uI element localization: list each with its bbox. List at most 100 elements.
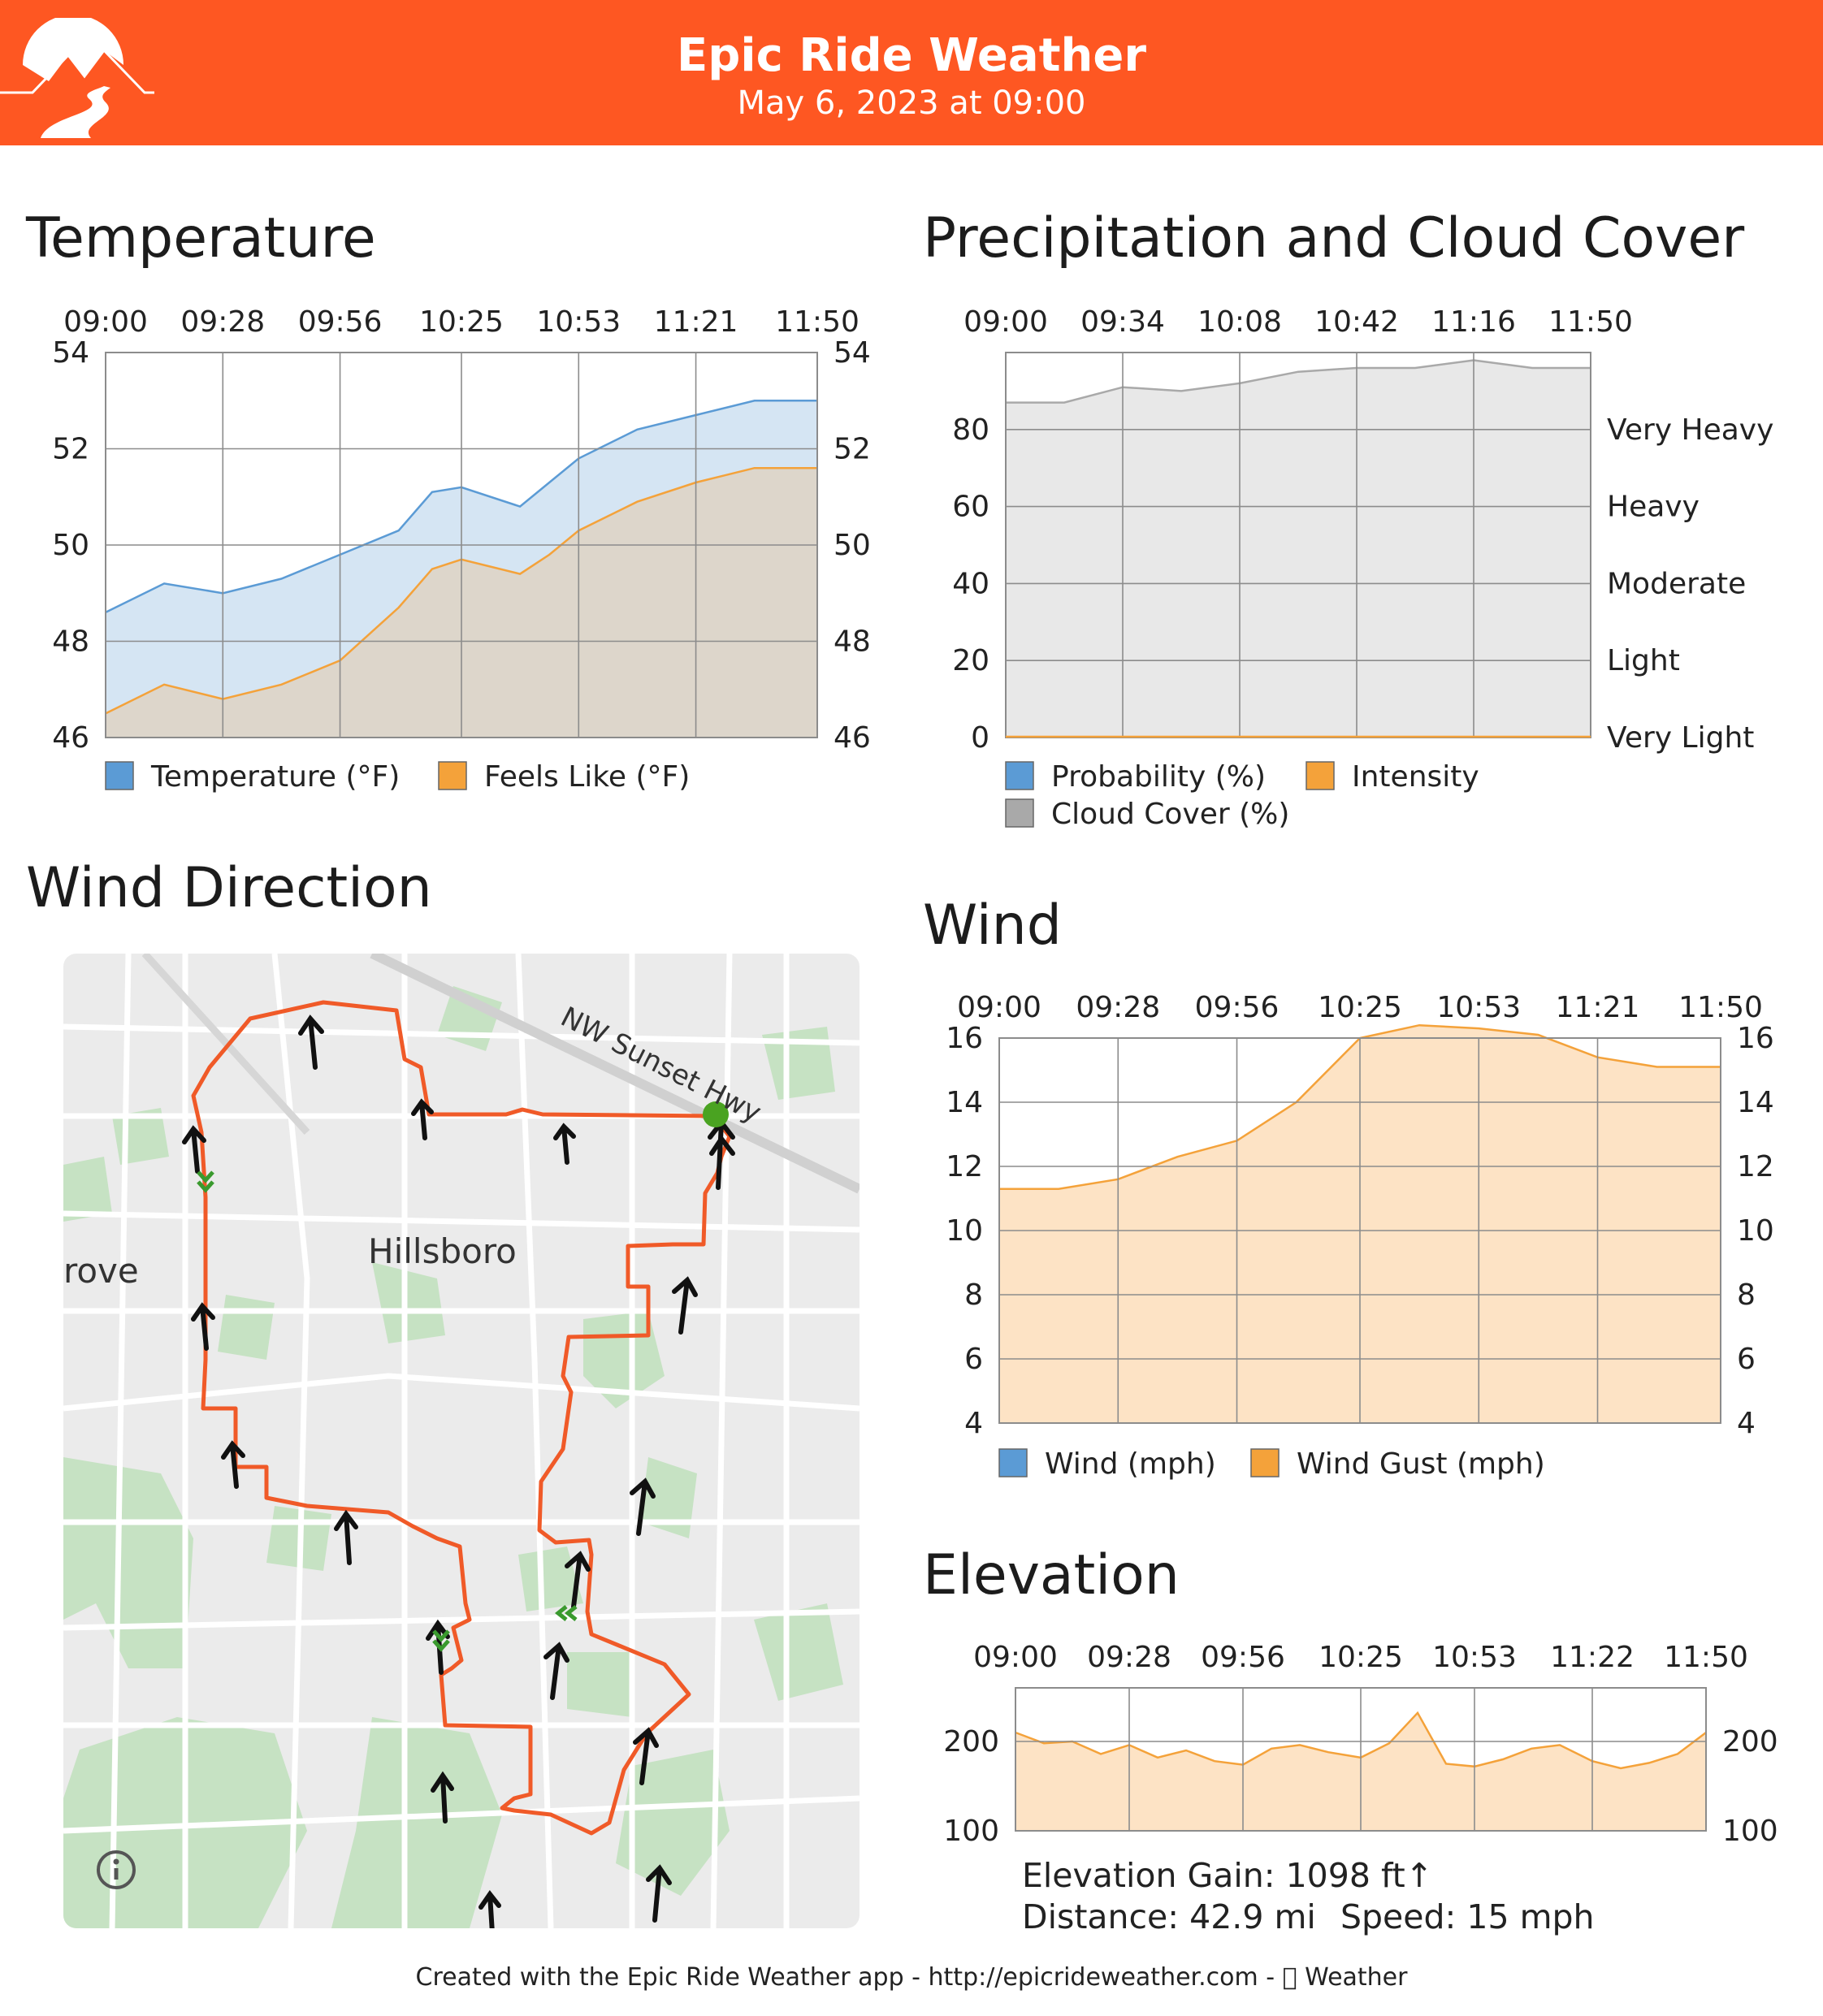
precipitation-y-tick-right: Very Light (1607, 721, 1754, 755)
temperature-frame (105, 352, 818, 738)
report-datetime: May 6, 2023 at 09:00 (737, 84, 1086, 122)
rail-line (141, 954, 310, 1136)
wind-arrow-icon (646, 1864, 672, 1923)
wind-y-tick: 12 (946, 1150, 983, 1183)
precipitation-x-tick: 10:08 (1197, 305, 1282, 339)
wind-arrow-icon (182, 1125, 206, 1174)
wind-y-tick: 10 (946, 1214, 983, 1248)
wind-arrow-icon (630, 1477, 656, 1536)
elevation-x-tick: 11:22 (1550, 1641, 1635, 1674)
footer-credit: Created with the Epic Ride Weather app -… (416, 1963, 1408, 1992)
wind-y-tick-right: 12 (1737, 1150, 1774, 1183)
precipitation-legend-label: Probability (%) (1051, 760, 1266, 794)
elevation-y-tick-right: 200 (1722, 1725, 1778, 1759)
wind-direction-map[interactable]: NW Sunset Hwy Hillsboro rove (63, 954, 860, 1928)
precipitation-legend-label: Intensity (1352, 760, 1479, 794)
temperature-x-tick: 10:53 (536, 305, 621, 339)
map-city-label-partial: rove (63, 1251, 139, 1291)
temperature-x-tick: 09:56 (298, 305, 383, 339)
wind-x-tick: 10:53 (1436, 991, 1521, 1024)
map-canvas (63, 954, 860, 1928)
wind-chart: 09:00 09:28 09:56 10:25 10:53 11:21 11:50 4 4 6 6 8… (946, 991, 1774, 1481)
temperature-y-tick-right: 54 (834, 336, 871, 370)
precipitation-x-tick: 09:34 (1080, 305, 1165, 339)
wind-y-tick: 16 (946, 1022, 983, 1055)
elevation-chart: 09:00 09:28 09:56 10:25 10:53 11:22 11:50 100 10… (943, 1641, 1778, 1848)
wind-arrow-icon (565, 1551, 591, 1609)
wind-arrow-icon (543, 1642, 569, 1700)
temperature-x-tick: 11:50 (775, 305, 860, 339)
elevation-y-tick-right: 100 (1722, 1815, 1778, 1848)
temperature-x-tick: 11:21 (654, 305, 738, 339)
temperature-y-tick: 46 (52, 721, 89, 755)
temperature-legend-swatch (105, 761, 134, 790)
elevation-x-tick: 10:53 (1432, 1641, 1517, 1674)
wind-legend-label: Wind Gust (mph) (1297, 1447, 1545, 1481)
precipitation-y-tick-right: Moderate (1607, 567, 1746, 600)
temperature-y-tick-right: 52 (834, 433, 871, 466)
wind-x-tick: 11:50 (1678, 991, 1763, 1024)
wind-x-tick: 11:21 (1556, 991, 1640, 1024)
wind-x-tick: 09:28 (1076, 991, 1160, 1024)
wind-y-tick-right: 16 (1737, 1022, 1774, 1055)
precipitation-title: Precipitation and Cloud Cover (923, 206, 1745, 270)
wind-y-tick: 14 (946, 1086, 983, 1119)
direction-chevron-icon (432, 1629, 450, 1652)
wind-y-tick: 4 (964, 1407, 983, 1440)
wind-legend-swatch (1250, 1448, 1280, 1477)
direction-chevron-icon (554, 1605, 578, 1621)
wind-legend-swatch (998, 1448, 1028, 1477)
temperature-x-tick: 09:00 (63, 305, 148, 339)
temperature-y-tick-right: 48 (834, 625, 871, 659)
elevation-y-tick: 100 (943, 1815, 999, 1848)
temperature-x-tick: 10:25 (419, 305, 504, 339)
wind-arrow-icon (633, 1727, 659, 1785)
wind-y-tick: 6 (964, 1343, 983, 1376)
wind-arrow-icon (221, 1440, 245, 1489)
info-icon[interactable] (97, 1850, 136, 1889)
temperature-title: Temperature (26, 206, 376, 270)
precipitation-x-tick: 09:00 (963, 305, 1048, 339)
app-header: Epic Ride Weather May 6, 2023 at 09:00 (0, 0, 1823, 145)
elevation-x-tick: 11:50 (1664, 1641, 1748, 1674)
app-title: Epic Ride Weather (677, 29, 1146, 82)
precipitation-x-tick: 11:50 (1548, 305, 1633, 339)
temperature-y-tick: 48 (52, 625, 89, 659)
precipitation-y-tick-right: Heavy (1607, 491, 1700, 524)
temperature-y-tick: 50 (52, 529, 89, 562)
mountain-road-logo-icon (0, 18, 154, 138)
temperature-y-tick-right: 46 (834, 721, 871, 755)
wind-arrow-icon (411, 1098, 434, 1140)
wind-y-tick-right: 8 (1737, 1278, 1756, 1312)
precipitation-legend-label: Cloud Cover (%) (1051, 798, 1289, 831)
precipitation-chart: 09:00 09:34 10:08 10:42 11:16 11:50 0 20 40 60 80 V… (952, 305, 1773, 831)
precipitation-y-tick: 0 (971, 721, 989, 755)
precipitation-legend-swatch (1306, 761, 1335, 790)
precipitation-x-tick: 11:16 (1431, 305, 1516, 339)
elevation-y-tick: 200 (943, 1725, 999, 1759)
highway (370, 954, 860, 1194)
wind-frame (998, 1037, 1721, 1424)
temperature-legend-swatch (438, 761, 467, 790)
precipitation-y-tick: 40 (952, 567, 989, 600)
wind-legend-label: Wind (mph) (1045, 1447, 1216, 1481)
temperature-y-tick: 54 (52, 336, 89, 370)
wind-x-tick: 10:25 (1318, 991, 1402, 1024)
precipitation-y-tick-right: Very Heavy (1607, 413, 1773, 447)
precipitation-line-2 (1006, 359, 1591, 404)
precipitation-y-tick-right: Light (1607, 644, 1680, 677)
wind-y-tick-right: 4 (1737, 1407, 1756, 1440)
elevation-gain: Elevation Gain: 1098 ft↑ (1022, 1856, 1434, 1895)
wind-direction-title: Wind Direction (26, 856, 432, 920)
wind-y-tick: 8 (964, 1278, 983, 1312)
temperature-legend-label: Feels Like (°F) (484, 760, 690, 794)
wind-arrow-icon (478, 1889, 501, 1928)
wind-y-tick-right: 6 (1737, 1343, 1756, 1376)
elevation-title: Elevation (923, 1543, 1180, 1607)
temperature-y-tick: 52 (52, 433, 89, 466)
wind-x-tick: 09:56 (1195, 991, 1280, 1024)
elevation-x-tick: 09:28 (1087, 1641, 1171, 1674)
precipitation-y-tick: 20 (952, 644, 989, 677)
temperature-y-tick-right: 50 (834, 529, 871, 562)
